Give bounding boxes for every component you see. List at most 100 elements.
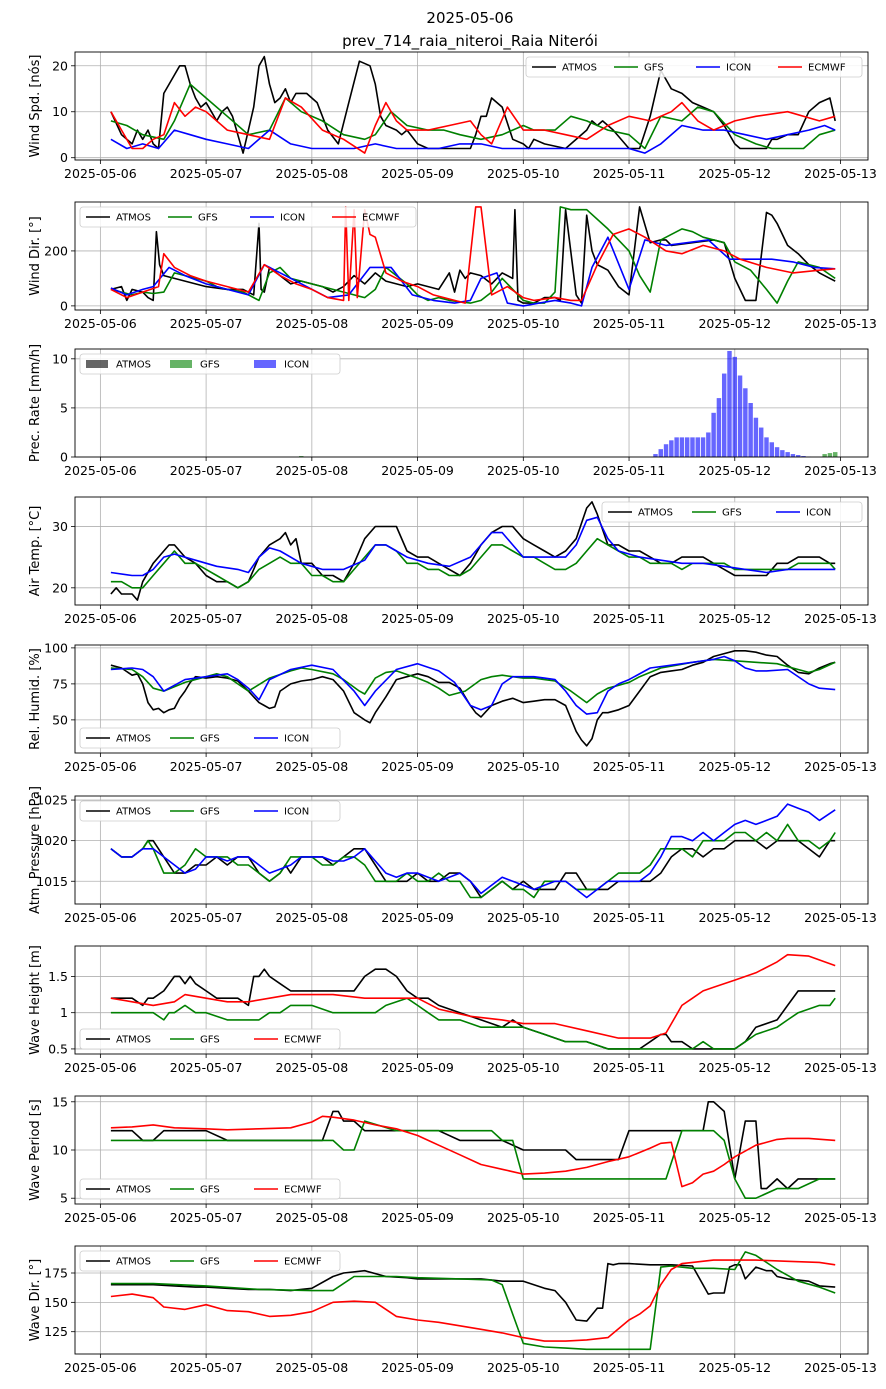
- x-tick-label: 2025-05-06: [64, 1360, 137, 1375]
- x-tick-label: 2025-05-11: [593, 1360, 666, 1375]
- y-tick-label: 200: [44, 243, 68, 258]
- legend-label: ATMOS: [638, 508, 673, 519]
- x-tick-label: 2025-05-06: [64, 910, 137, 925]
- panel-wave_height: 2025-05-06 2025-05-07 2025-05-08 2025-05-09…: [28, 945, 877, 1075]
- x-tick-label: 2025-05-11: [593, 910, 666, 925]
- legend-box: [79, 353, 341, 375]
- x-tick-label: 2025-05-07: [170, 463, 243, 478]
- x-tick-label: 2025-05-13: [804, 759, 877, 774]
- x-tick-label: 2025-05-08: [276, 1360, 349, 1375]
- panel-rel_humid: 2025-05-06 2025-05-07 2025-05-08 2025-05-09…: [28, 640, 877, 774]
- bar-icon: [716, 398, 722, 457]
- y-tick-label: 125: [44, 1324, 68, 1339]
- bar-icon: [795, 455, 801, 457]
- y-axis-label: Atm. Pressure [hPa]: [28, 786, 43, 914]
- x-tick-label: 2025-05-12: [698, 1060, 771, 1075]
- x-tick-label: 2025-05-12: [698, 611, 771, 626]
- x-tick-label: 2025-05-10: [487, 166, 560, 181]
- axes-frame: [74, 945, 869, 1055]
- series-line-atmos: [110, 501, 836, 601]
- x-tick-label: 2025-05-13: [804, 910, 877, 925]
- x-tick-label: 2025-05-06: [64, 1210, 137, 1225]
- bar-icon: [790, 454, 796, 457]
- bar-icon: [684, 437, 690, 457]
- legend-label: ECMWF: [808, 63, 846, 74]
- plot-area: [110, 501, 836, 601]
- x-tick-label: 2025-05-08: [276, 611, 349, 626]
- y-tick-label: 5: [60, 400, 68, 415]
- legend-label: GFS: [200, 1257, 220, 1268]
- x-tick-label: 2025-05-07: [170, 611, 243, 626]
- y-tick-label: 0.5: [48, 1041, 68, 1056]
- bar-icon: [753, 417, 759, 457]
- panel-wave_dir: 2025-05-06 2025-05-07 2025-05-08 2025-05-09…: [28, 1245, 877, 1375]
- bar-icon: [748, 403, 753, 457]
- bar-gfs: [833, 452, 838, 457]
- bar-icon: [769, 442, 775, 457]
- series-line-icon: [110, 124, 836, 154]
- legend-label: ICON: [280, 213, 305, 224]
- series-line-ecmwf: [110, 206, 836, 304]
- x-tick-label: 2025-05-11: [593, 1210, 666, 1225]
- bar-icon: [653, 454, 658, 457]
- x-tick-label: 2025-05-09: [381, 611, 454, 626]
- legend: ATMOS GFS ICON: [79, 727, 341, 749]
- bar-icon: [743, 388, 748, 457]
- legend-label: GFS: [722, 508, 742, 519]
- figure-subtitle: prev_714_raia_niteroi_Raia Niterói: [342, 32, 598, 51]
- bar-icon: [663, 444, 669, 457]
- axes-frame: [74, 795, 869, 905]
- bar-icon: [721, 373, 727, 457]
- y-tick-label: 20: [52, 580, 68, 595]
- y-axis-label: Wave Dir. [°]: [28, 1259, 43, 1342]
- x-tick-label: 2025-05-11: [593, 316, 666, 331]
- legend-label: ICON: [284, 734, 309, 745]
- bar-icon: [758, 427, 764, 457]
- y-tick-label: 5: [60, 1191, 68, 1206]
- legend-label: ATMOS: [116, 360, 151, 371]
- y-axis-label: Wave Period [s]: [28, 1099, 43, 1200]
- legend-label: ATMOS: [116, 1185, 151, 1196]
- plot-area: [110, 803, 836, 899]
- x-tick-label: 2025-05-09: [381, 1360, 454, 1375]
- legend-label: ECMWF: [284, 1185, 322, 1196]
- legend-box: [79, 206, 417, 228]
- plot-area: [110, 953, 836, 1050]
- bar-icon: [690, 437, 695, 457]
- x-tick-label: 2025-05-08: [276, 166, 349, 181]
- x-tick-label: 2025-05-07: [170, 910, 243, 925]
- y-tick-label: 1020: [36, 833, 68, 848]
- x-tick-label: 2025-05-08: [276, 316, 349, 331]
- bar-icon: [727, 350, 732, 457]
- x-tick-label: 2025-05-07: [170, 1360, 243, 1375]
- legend-label: GFS: [644, 63, 664, 74]
- x-tick-label: 2025-05-08: [276, 910, 349, 925]
- x-tick-label: 2025-05-11: [593, 166, 666, 181]
- x-tick-label: 2025-05-09: [381, 316, 454, 331]
- x-tick-label: 2025-05-07: [170, 166, 243, 181]
- x-tick-label: 2025-05-10: [487, 1060, 560, 1075]
- x-tick-label: 2025-05-07: [170, 316, 243, 331]
- x-tick-label: 2025-05-10: [487, 316, 560, 331]
- bar-icon: [732, 356, 737, 457]
- legend-swatch: [170, 360, 192, 368]
- bar-icon: [695, 437, 700, 457]
- y-tick-label: 20: [52, 58, 68, 73]
- axes-frame: [74, 644, 869, 754]
- x-tick-label: 2025-05-12: [698, 910, 771, 925]
- series-line-atmos: [110, 55, 836, 154]
- legend-label: ECMWF: [284, 1257, 322, 1268]
- x-tick-label: 2025-05-09: [381, 166, 454, 181]
- panel-pressure: 2025-05-06 2025-05-07 2025-05-08 2025-05-09…: [28, 786, 877, 925]
- x-tick-label: 2025-05-08: [276, 759, 349, 774]
- x-tick-label: 2025-05-13: [804, 166, 877, 181]
- bar-icon: [700, 437, 706, 457]
- x-tick-label: 2025-05-08: [276, 463, 349, 478]
- legend-box: [79, 800, 341, 822]
- series-line-atmos: [110, 968, 836, 1050]
- axes-frame: [74, 201, 869, 311]
- bar-icon: [780, 450, 785, 457]
- x-tick-label: 2025-05-06: [64, 759, 137, 774]
- x-tick-label: 2025-05-07: [170, 1060, 243, 1075]
- legend: ATMOS GFS ECMWF: [79, 1028, 341, 1050]
